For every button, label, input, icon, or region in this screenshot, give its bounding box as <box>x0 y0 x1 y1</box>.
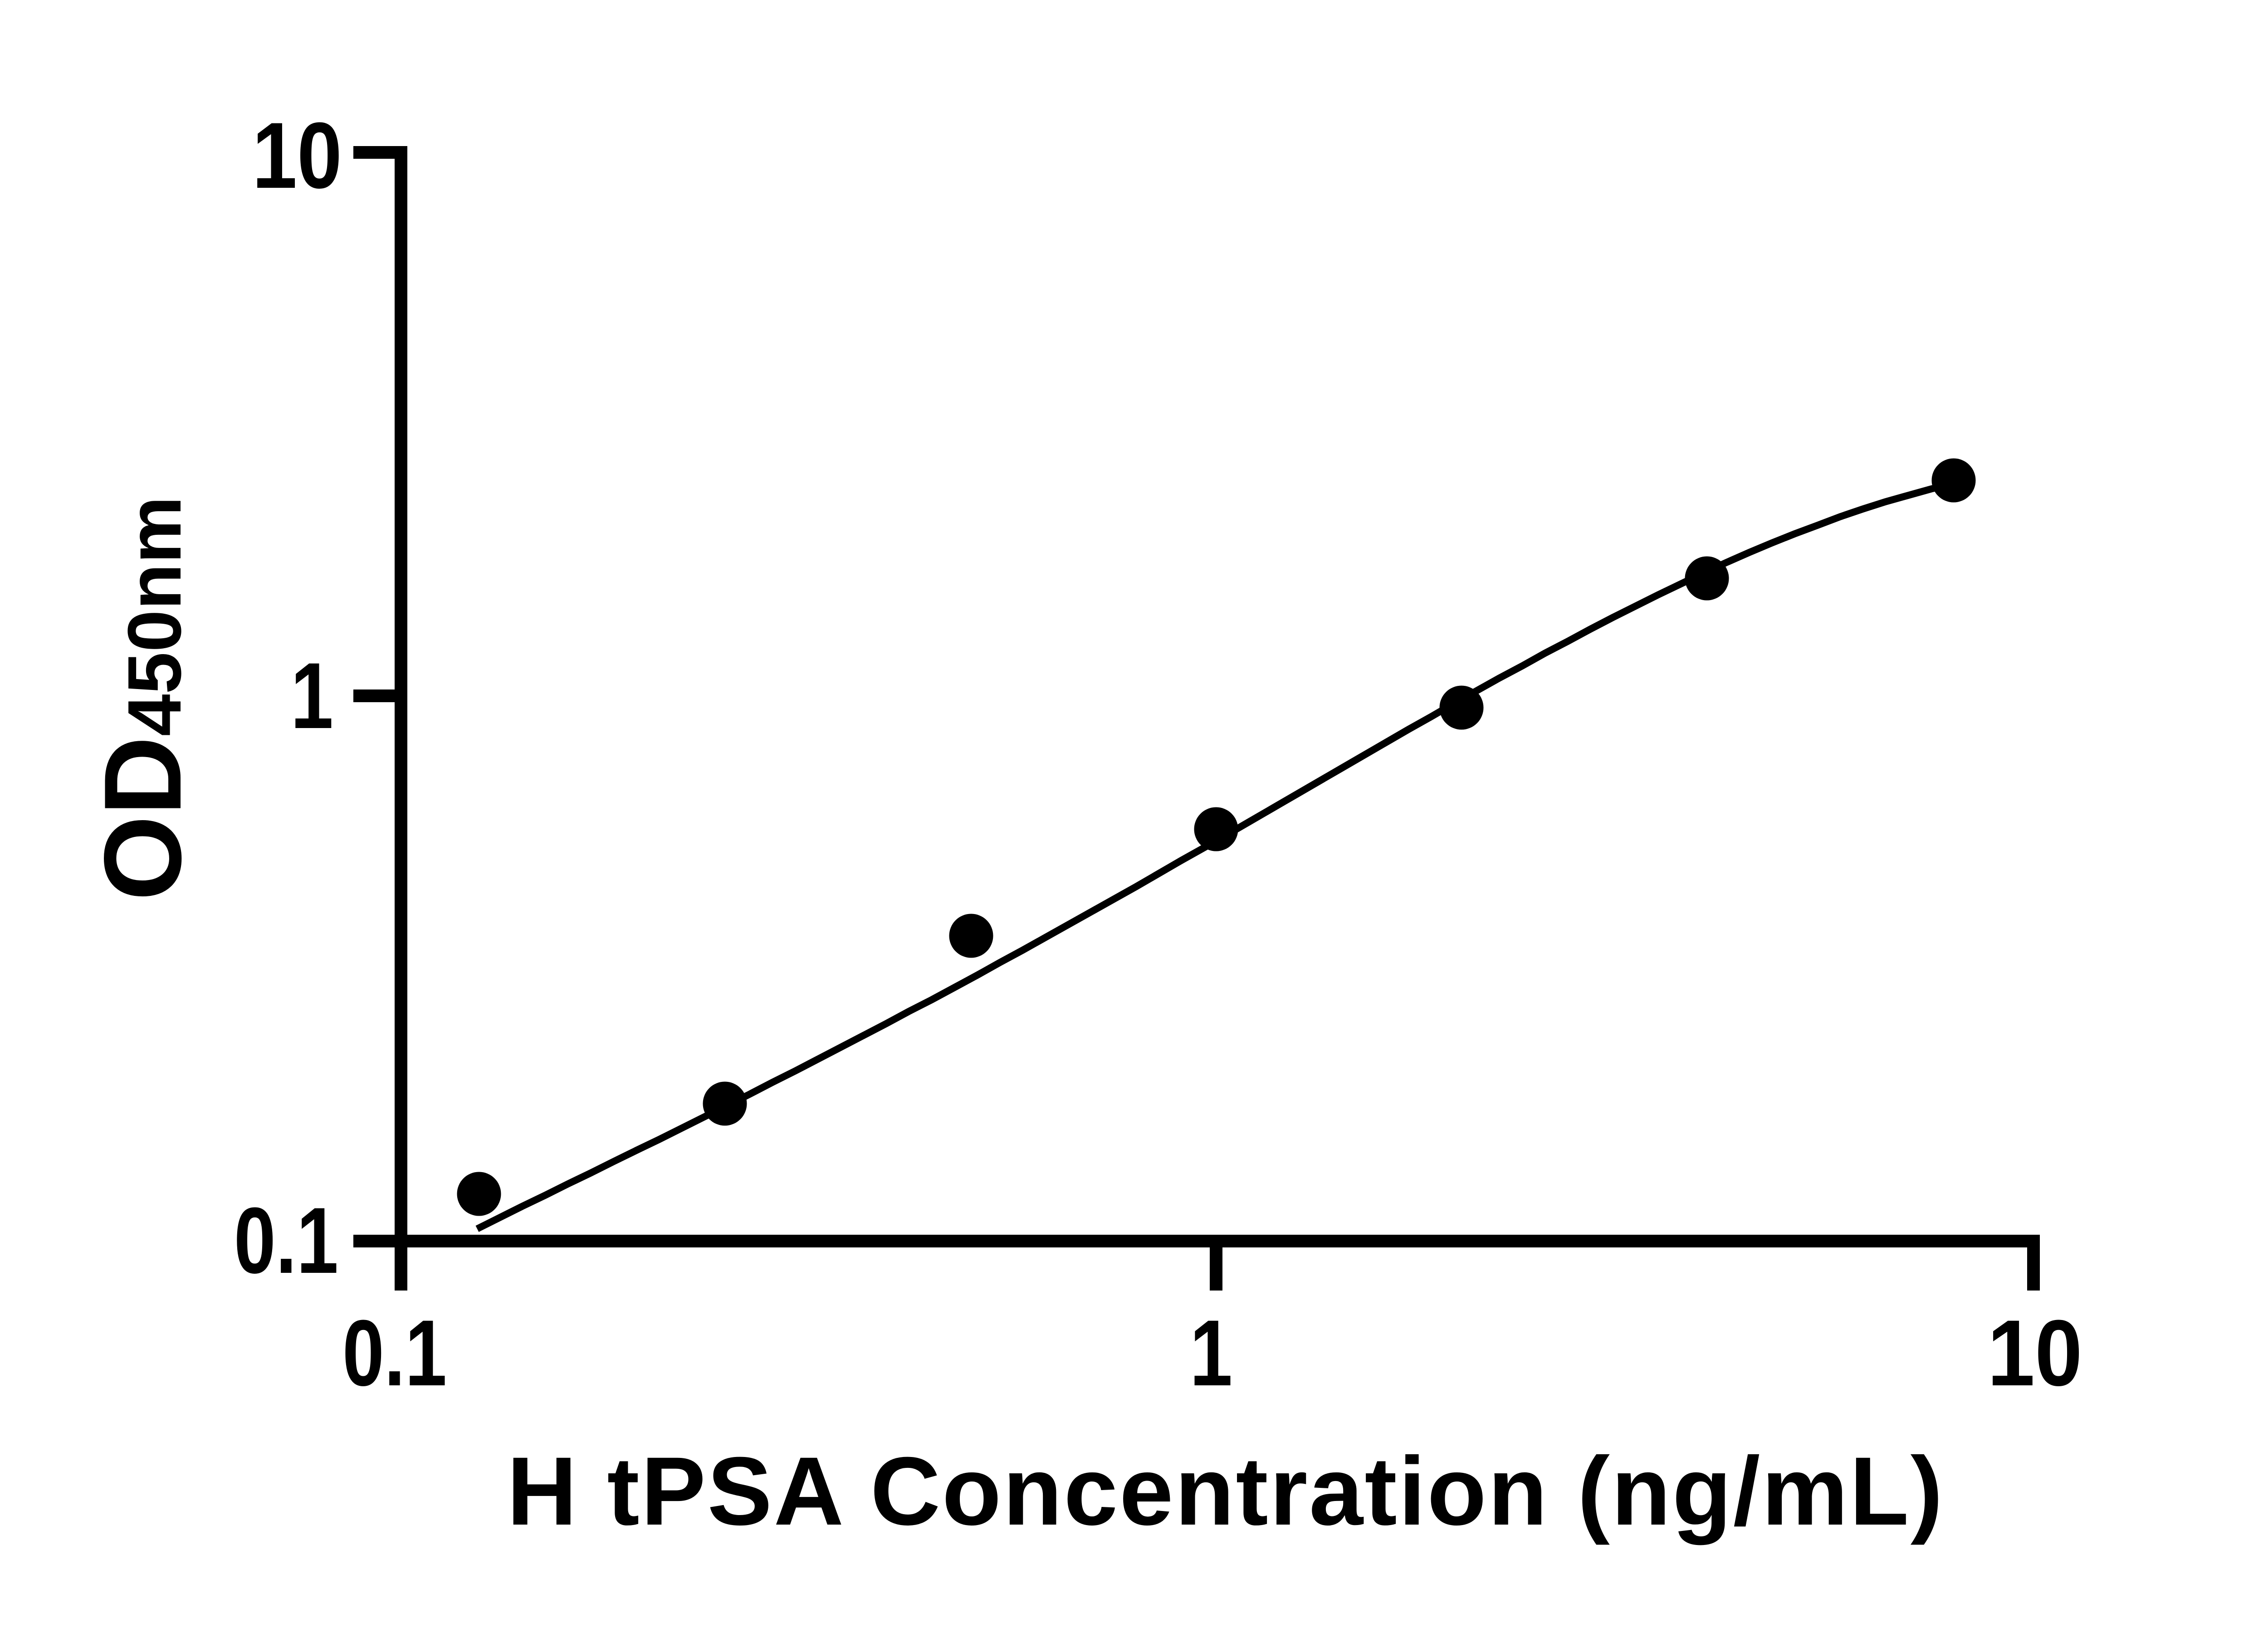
svg-text:10: 10 <box>252 103 342 208</box>
svg-text:0.1: 0.1 <box>234 1188 338 1293</box>
svg-text:0.1: 0.1 <box>342 1300 447 1405</box>
svg-text:OD450nm: OD450nm <box>82 496 204 901</box>
svg-text:H tPSA Concentration (ng/mL): H tPSA Concentration (ng/mL) <box>507 1437 1944 1545</box>
svg-text:1: 1 <box>291 644 333 748</box>
svg-text:1: 1 <box>1190 1301 1232 1406</box>
svg-text:10: 10 <box>1987 1301 2082 1405</box>
